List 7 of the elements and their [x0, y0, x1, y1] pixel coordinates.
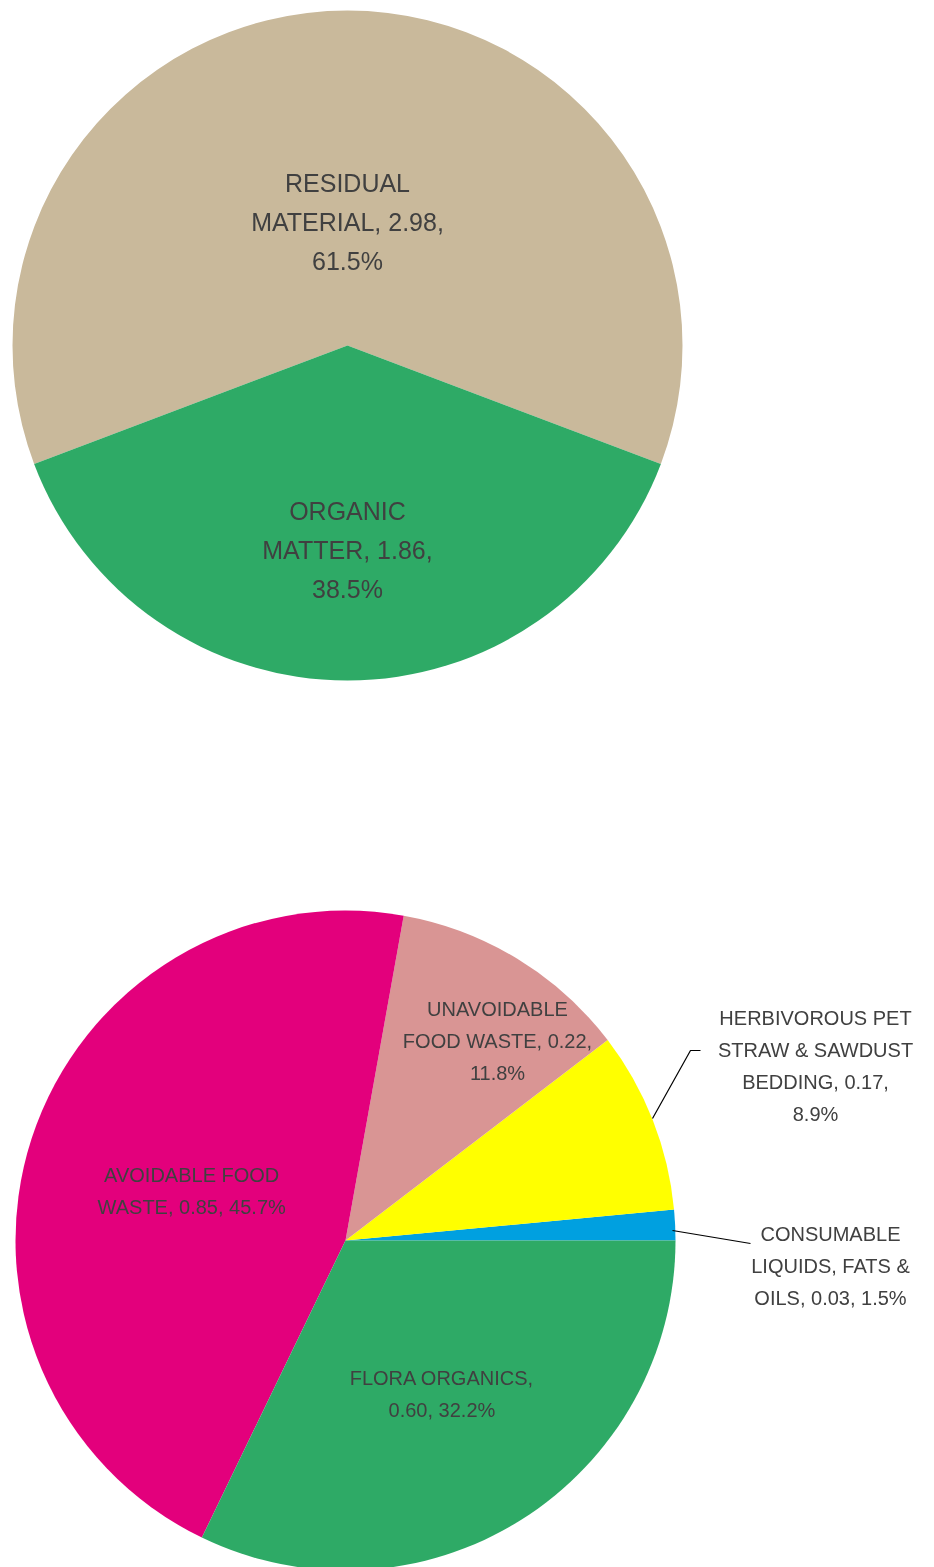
slice-label: AVOIDABLE FOOD WASTE, 0.85, 45.7%	[97, 1163, 287, 1218]
slice-label: RESIDUAL MATERIAL, 2.98, 61.5%	[251, 168, 444, 275]
slice-label: ORGANIC MATTER, 1.86, 38.5%	[262, 496, 433, 603]
slice-label: FLORA ORGANICS, 0.60, 32.2%	[349, 1367, 534, 1422]
slice-label: HERBIVOROUS PET STRAW & SAWDUST BEDDING, 0.17, 8.9%	[717, 1006, 914, 1125]
slice-label: CONSUMABLE LIQUIDS, FATS & OILS, 0.03, 1.5%	[751, 1222, 911, 1309]
slice-label: UNAVOIDABLE FOOD WASTE, 0.22, 11.8%	[402, 997, 593, 1084]
